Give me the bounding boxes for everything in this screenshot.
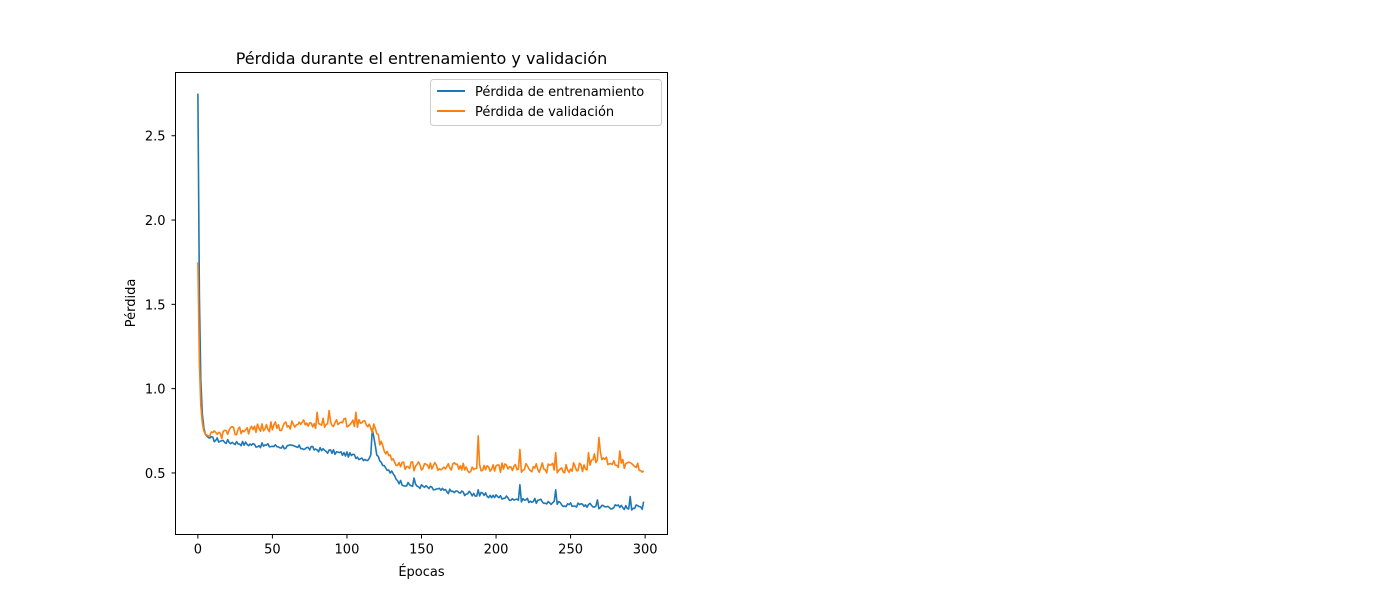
y-tick-label: 1.0 — [145, 383, 166, 398]
legend-label-val: Pérdida de validación — [475, 105, 614, 120]
chart-title: Pérdida durante el entrenamiento y valid… — [236, 49, 608, 68]
validation-loss-line — [197, 262, 645, 474]
y-axis-label: Pérdida — [124, 279, 139, 328]
x-tick-label: 0 — [194, 543, 202, 558]
x-tick-label: 300 — [633, 543, 658, 558]
x-tick-label: 200 — [484, 543, 509, 558]
x-axis-ticks: 0 50 100 150 200 250 300 — [194, 534, 658, 558]
legend-box — [430, 79, 662, 126]
y-axis-ticks: 0.5 1.0 1.5 2.0 2.5 — [145, 130, 176, 482]
y-tick-label: 0.5 — [145, 467, 166, 482]
training-loss-line — [197, 93, 645, 511]
legend-label-train: Pérdida de entrenamiento — [475, 85, 644, 100]
x-axis-label: Épocas — [398, 564, 445, 580]
x-tick-label: 150 — [409, 543, 434, 558]
x-tick-label: 250 — [558, 543, 583, 558]
y-tick-label: 2.5 — [145, 130, 166, 145]
x-tick-label: 50 — [264, 543, 281, 558]
y-tick-label: 2.0 — [145, 214, 166, 229]
x-tick-label: 100 — [335, 543, 360, 558]
plot-area — [197, 93, 645, 511]
plot-frame — [175, 72, 668, 535]
y-tick-label: 1.5 — [145, 298, 166, 313]
legend: Pérdida de entrenamiento Pérdida de vali… — [430, 79, 662, 126]
